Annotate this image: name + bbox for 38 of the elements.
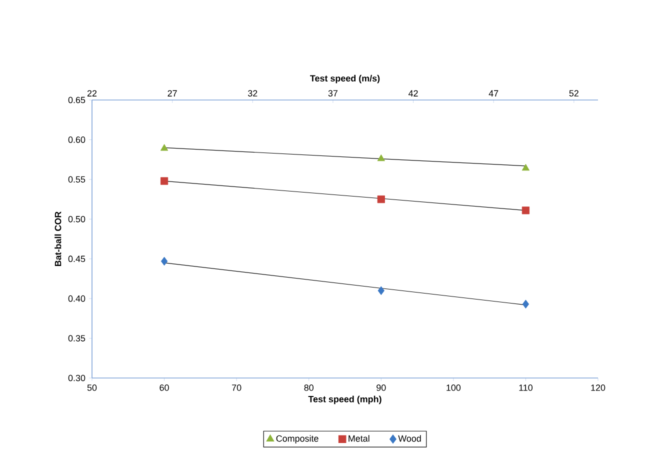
- y-tick-label: 0.65: [68, 96, 86, 104]
- x2-tick-label: 52: [569, 90, 578, 96]
- x-tick-label: 100: [446, 384, 461, 391]
- point: [522, 164, 530, 171]
- x2-tick-label: 27: [168, 90, 177, 96]
- x2-tick-label: 32: [248, 90, 258, 96]
- x-tick-label: 50: [87, 384, 97, 391]
- point: [377, 195, 385, 204]
- point: [160, 144, 168, 151]
- point: [522, 206, 530, 214]
- x-tick-label: 110: [519, 384, 533, 391]
- y-tick-label: 0.40: [68, 295, 86, 302]
- x-tick-label: 60: [160, 384, 169, 391]
- legend-label: Composite: [276, 435, 318, 444]
- point: [377, 154, 385, 162]
- y-tick-label: 0.55: [68, 176, 86, 183]
- x2-tick-label: 47: [488, 90, 498, 96]
- legend-label: Wood: [398, 435, 421, 442]
- y-tick-label: 0.60: [68, 136, 86, 143]
- x-tick-label: 80: [304, 384, 314, 391]
- x2-tick-label: 22: [87, 90, 97, 96]
- point: [160, 177, 168, 185]
- y-axis-title: Bat-ball COR: [54, 212, 62, 266]
- x2-tick-label: 42: [408, 90, 418, 96]
- x-tick-label: 90: [376, 384, 386, 391]
- y-tick-label: 0.45: [68, 256, 86, 262]
- x2-axis-title: Test speed (m/s): [310, 74, 380, 84]
- y-tick-label: 0.35: [68, 335, 86, 342]
- legend-label: Metal: [348, 435, 370, 442]
- x-tick-label: 120: [591, 384, 606, 391]
- x-axis-title: Test speed (mph): [308, 396, 382, 404]
- y-tick-label: 0.30: [68, 374, 86, 382]
- point: [522, 300, 530, 309]
- point: [378, 286, 384, 296]
- x-tick-label: 70: [232, 384, 242, 391]
- point: [160, 256, 168, 266]
- y-tick-label: 0.50: [68, 216, 86, 222]
- x2-tick-label: 37: [328, 90, 338, 96]
